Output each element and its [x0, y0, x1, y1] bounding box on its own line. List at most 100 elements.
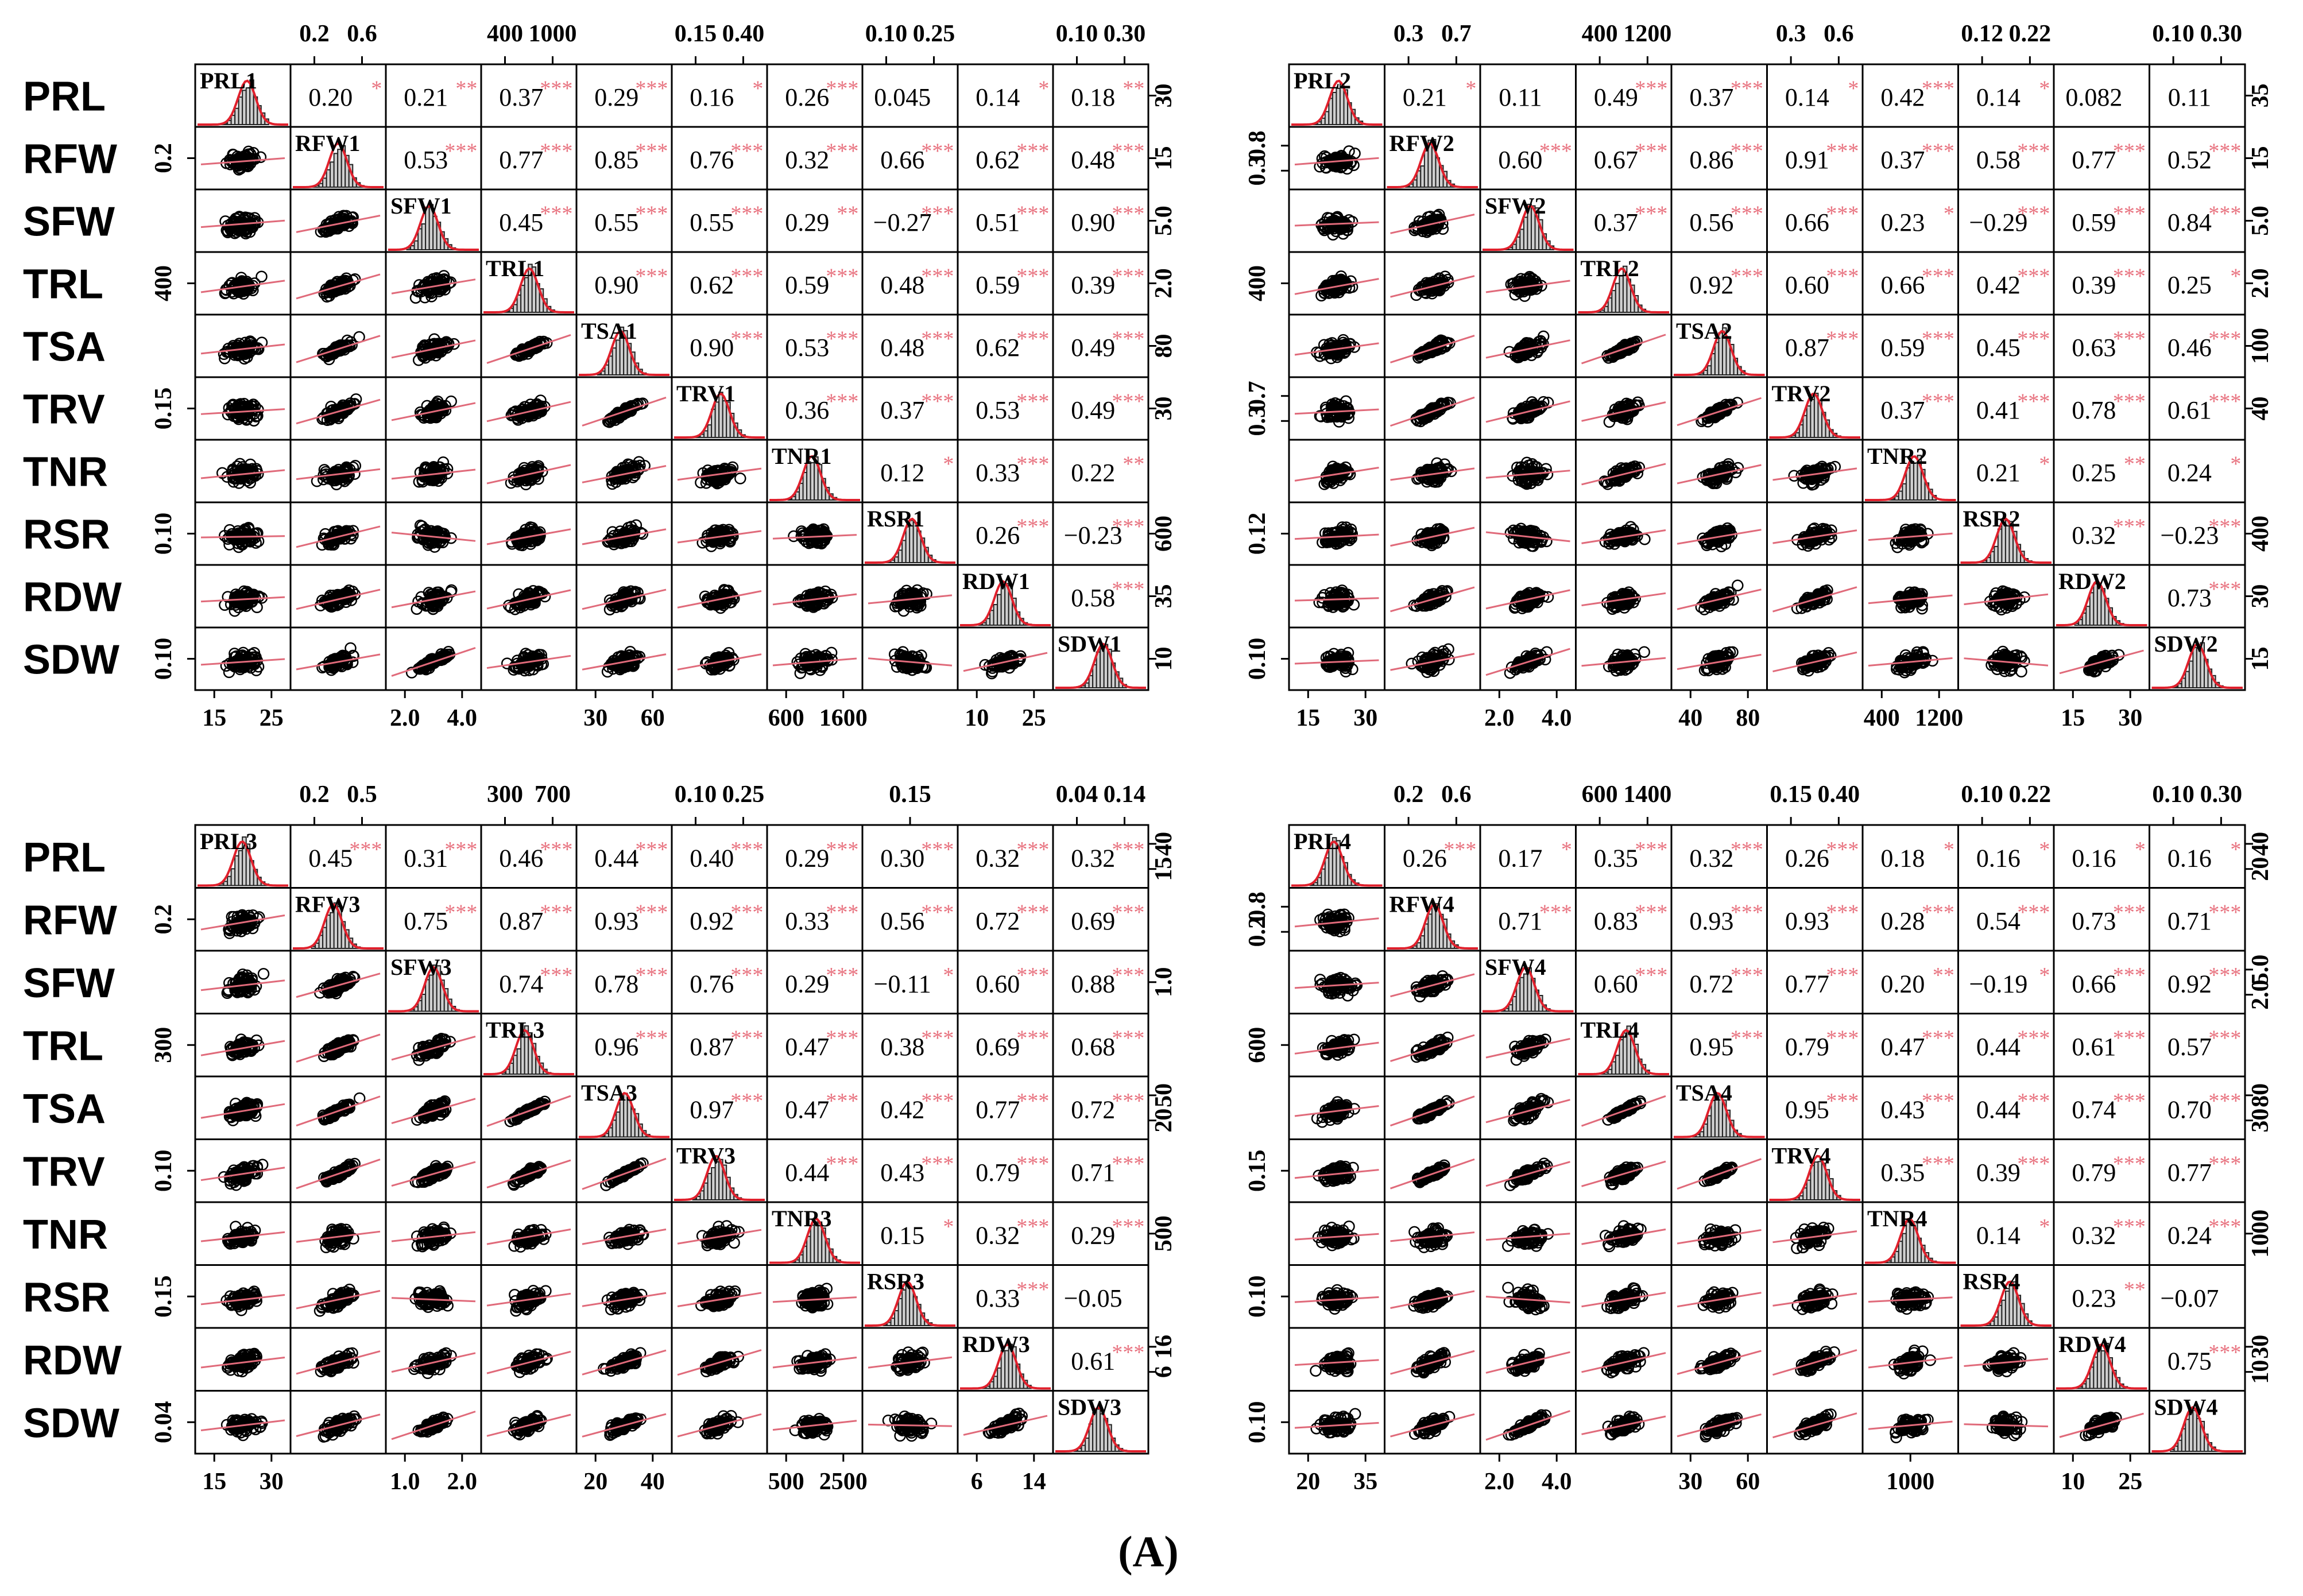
diagonal-variable-label: PRL1 [200, 68, 257, 94]
correlation-coefficient: 0.33 [976, 459, 1020, 487]
significance-stars: *** [635, 202, 668, 226]
significance-stars: ** [1123, 452, 1144, 477]
left-axis-tick-label: 0.10 [150, 513, 177, 555]
significance-stars: *** [2017, 327, 2050, 351]
correlation-coefficient: 0.11 [2168, 83, 2211, 111]
significance-stars: *** [826, 327, 858, 351]
correlation-coefficient: 0.045 [874, 83, 931, 111]
correlation-coefficient: 0.66 [1785, 208, 1829, 237]
top-axis-tick-label: 0.25 [913, 21, 955, 47]
diagonal-variable-label: RDW1 [962, 568, 1030, 594]
significance-stars: *** [921, 202, 954, 226]
significance-stars: *** [1016, 327, 1049, 351]
significance-stars: *** [540, 140, 572, 164]
correlation-coefficient: 0.84 [2167, 208, 2212, 237]
significance-stars: * [2230, 265, 2241, 289]
significance-stars: *** [2113, 390, 2146, 414]
top-axis-tick-label: 0.10 [865, 21, 908, 47]
density-line [293, 142, 384, 188]
correlation-coefficient: 0.77 [499, 146, 543, 174]
significance-stars: *** [826, 140, 858, 164]
correlation-coefficient: 0.14 [1785, 83, 1829, 111]
data-point [734, 472, 746, 485]
top-axis-tick-label: 1000 [529, 21, 577, 47]
significance-stars: *** [1112, 140, 1144, 164]
correlation-coefficient: 0.53 [404, 146, 448, 174]
correlation-coefficient: 0.18 [1071, 83, 1115, 111]
significance-stars: *** [1731, 140, 1763, 164]
scatter-points [979, 649, 1027, 680]
correlation-coefficient: 0.26 [976, 521, 1020, 549]
scatter-points [602, 519, 649, 551]
significance-stars: *** [1922, 77, 1954, 101]
correlation-coefficient: 0.37 [880, 396, 924, 424]
significance-stars: * [943, 452, 954, 477]
data-point [254, 151, 267, 164]
variable-label: RDW [23, 575, 122, 621]
diagonal-variable-label: SFW1 [390, 193, 452, 219]
correlation-coefficient: 0.49 [1071, 334, 1115, 362]
correlation-coefficient: 0.12 [880, 459, 924, 487]
bottom-axis-tick-label: 1600 [819, 705, 868, 731]
correlation-coefficient: 0.39 [2072, 271, 2116, 299]
variable-label: SFW [23, 199, 115, 245]
significance-stars: *** [1635, 140, 1667, 164]
correlation-coefficient: 0.62 [976, 146, 1020, 174]
bottom-axis-tick-label: 600 [768, 705, 804, 731]
correlation-coefficient: 0.48 [880, 334, 924, 362]
diagonal-variable-label: PRL2 [1294, 68, 1351, 94]
correlation-coefficient: 0.59 [976, 271, 1020, 299]
significance-stars: * [1944, 202, 1954, 226]
significance-stars: *** [921, 390, 954, 414]
significance-stars: *** [540, 77, 572, 101]
correlation-coefficient: 0.56 [1689, 208, 1733, 237]
correlation-coefficient: 0.78 [2072, 396, 2116, 424]
significance-stars: *** [635, 140, 668, 164]
significance-stars: *** [826, 390, 858, 414]
significance-stars: *** [1731, 77, 1763, 101]
significance-stars: *** [1016, 390, 1049, 414]
top-axis-tick-label: 0.30 [1104, 21, 1146, 47]
significance-stars: *** [2017, 265, 2050, 289]
correlation-coefficient: 0.48 [1071, 146, 1115, 174]
top-axis-tick-label: 0.2 [299, 21, 330, 47]
correlation-coefficient: 0.59 [2072, 208, 2116, 237]
correlation-coefficient: 0.082 [2065, 83, 2122, 111]
correlation-coefficient: 0.62 [976, 334, 1020, 362]
correlation-coefficient: 0.58 [1976, 146, 2021, 174]
correlation-coefficient: 0.45 [1976, 334, 2021, 362]
correlation-coefficient: 0.22 [1071, 459, 1115, 487]
scatter-points [218, 335, 268, 365]
scatter-points [695, 461, 746, 490]
top-axis-tick-label: 0.6 [347, 21, 377, 47]
density-line [198, 79, 288, 126]
scatter-points [414, 395, 457, 424]
significance-stars: *** [2208, 140, 2241, 164]
bottom-axis-tick-label: 15 [202, 705, 226, 731]
significance-stars: * [371, 77, 382, 101]
variable-label: RSR [23, 512, 110, 558]
correlation-coefficient: 0.21 [1403, 83, 1447, 111]
significance-stars: * [752, 77, 763, 101]
significance-stars: * [2039, 77, 2050, 101]
significance-stars: *** [1112, 265, 1144, 289]
right-axis-tick-label: 15 [1151, 146, 1177, 171]
significance-stars: *** [1922, 265, 1954, 289]
correlation-coefficient: 0.37 [1880, 396, 1925, 424]
correlation-coefficient: 0.37 [1594, 208, 1638, 237]
significance-stars: *** [444, 140, 477, 164]
significance-stars: *** [1112, 202, 1144, 226]
significance-stars: * [1465, 77, 1476, 101]
significance-stars: *** [1112, 515, 1144, 539]
significance-stars: *** [730, 202, 763, 226]
correlation-coefficient: 0.39 [1071, 271, 1115, 299]
correlation-coefficient: 0.48 [880, 271, 924, 299]
significance-stars: *** [1826, 140, 1859, 164]
diagonal-variable-label: TSA2 [1676, 318, 1732, 344]
right-axis-tick-label: 2.0 [1151, 268, 1177, 299]
top-axis-tick-label: 400 [487, 21, 523, 47]
right-axis-tick-label: 5.0 [1151, 206, 1177, 236]
variable-label: PRL [23, 74, 106, 120]
